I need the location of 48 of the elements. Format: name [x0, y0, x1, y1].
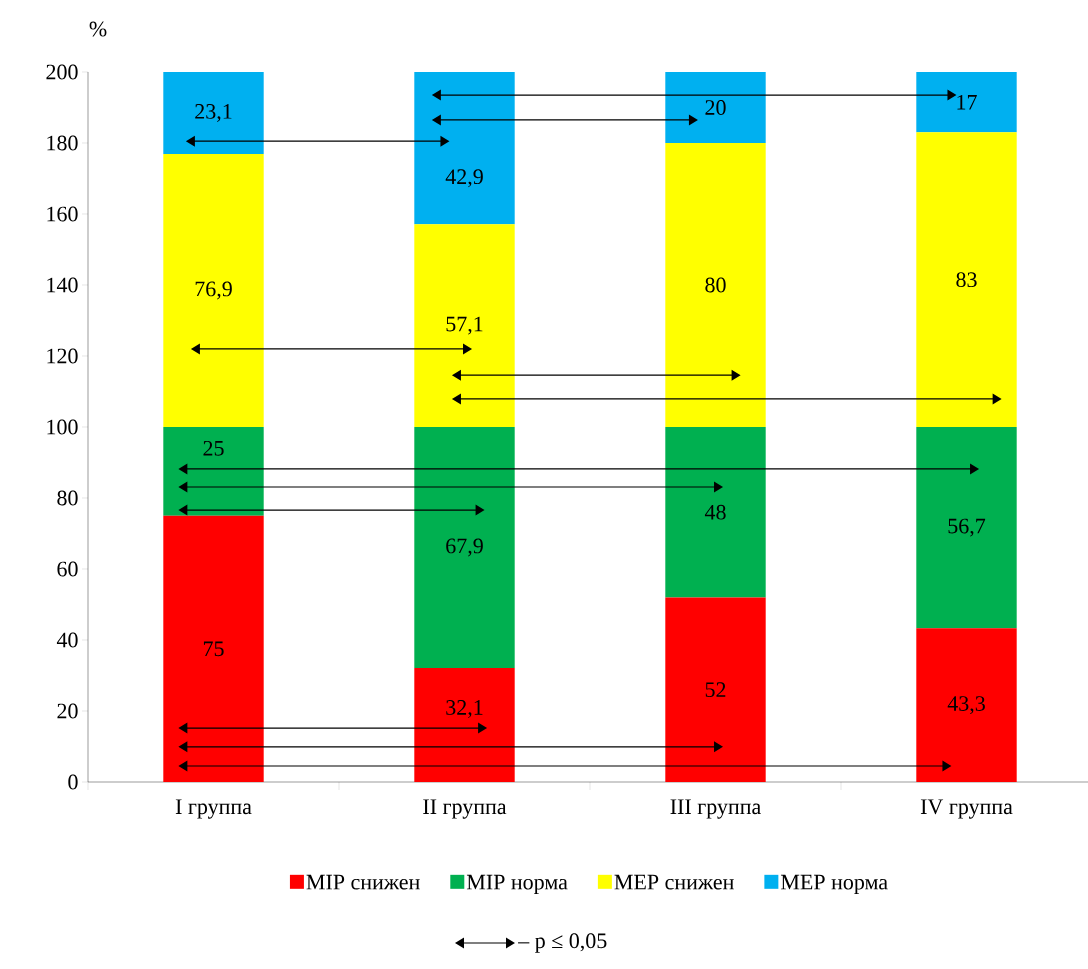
x-tick-label: I группа	[175, 799, 252, 819]
legend-label: MIP норма	[466, 874, 568, 894]
data-label: 42,9	[445, 169, 483, 188]
y-tick-label: 180	[47, 135, 78, 151]
legend-label: MEP снижен	[614, 874, 734, 890]
x-tick-label: IV группа	[920, 799, 1013, 819]
bar	[916, 132, 1017, 427]
data-label: 20	[705, 100, 726, 115]
y-tick-label: 80	[57, 490, 78, 506]
y-tick-label: 60	[57, 561, 78, 577]
bar	[163, 515, 264, 782]
y-tick-label: 160	[47, 206, 78, 222]
bar	[414, 427, 515, 669]
legend-label: MIP снижен	[306, 874, 420, 890]
bar	[916, 71, 1017, 133]
y-tick-label: 20	[57, 703, 78, 719]
bar	[163, 427, 264, 516]
y-axis-title: %	[89, 21, 107, 37]
data-label: 25	[203, 440, 224, 456]
y-tick-label: 100	[47, 419, 78, 435]
data-label: 43,3	[947, 696, 985, 715]
legend-label: MEP норма	[781, 874, 888, 894]
y-tick-label: 120	[47, 348, 78, 364]
data-label: 67,9	[446, 538, 483, 557]
y-tick-label: 40	[56, 632, 78, 648]
bar	[665, 597, 766, 782]
x-tick-label: III группа	[670, 799, 761, 819]
data-label: 56,7	[948, 518, 986, 537]
data-label: 32,1	[446, 700, 483, 719]
data-label: 23,1	[195, 104, 232, 122]
text: – p ≤ 0,05	[518, 933, 607, 953]
data-label: 52	[705, 682, 726, 698]
y-tick-label: 200	[46, 64, 78, 80]
bar	[916, 427, 1017, 629]
data-label: 80	[705, 277, 726, 293]
x-tick-label: II группа	[423, 799, 507, 819]
data-label: 83	[956, 272, 977, 288]
bar	[916, 628, 1017, 782]
bar	[414, 668, 515, 782]
y-tick-label: 140	[47, 277, 78, 293]
y-tick-label: 0	[68, 774, 78, 790]
data-label: 17	[957, 94, 977, 110]
data-label: 57,1	[446, 316, 483, 335]
bar	[665, 427, 766, 598]
data-label: 75	[203, 641, 224, 657]
bar	[665, 71, 766, 143]
data-label: 76,9	[195, 281, 232, 300]
data-label: 48	[704, 504, 726, 520]
